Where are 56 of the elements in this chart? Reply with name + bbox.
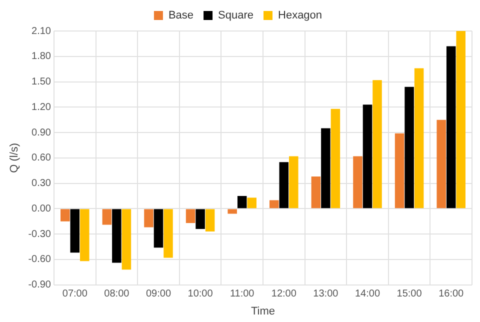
x-tick-label: 15:00	[396, 288, 422, 300]
bar	[196, 209, 205, 229]
y-tick-label: 2.10	[32, 26, 52, 37]
x-tick-label: 14:00	[354, 288, 380, 300]
bar	[330, 108, 340, 208]
bar	[362, 104, 372, 208]
legend-label: Hexagon	[278, 10, 322, 22]
bar	[70, 209, 80, 253]
y-tick-label: 1.80	[32, 51, 52, 62]
bar	[186, 209, 196, 224]
y-tick-label: 1.20	[32, 102, 52, 113]
bar	[122, 209, 132, 270]
x-tick-label: 12:00	[271, 288, 297, 300]
bar	[414, 68, 424, 208]
x-tick-label: 10:00	[188, 288, 214, 300]
y-tick-label: 0.90	[32, 127, 52, 138]
x-tick-label: 13:00	[313, 288, 339, 300]
bar	[164, 209, 173, 258]
bar	[279, 162, 289, 208]
bar	[154, 209, 164, 248]
bar	[404, 86, 414, 208]
bar	[237, 196, 247, 208]
x-tick-label: 07:00	[62, 288, 88, 300]
bar	[80, 209, 90, 262]
bar	[205, 209, 215, 232]
y-tick-label: 0.30	[32, 178, 52, 190]
bar	[456, 31, 466, 208]
legend-label: Square	[218, 10, 254, 22]
bar	[247, 198, 256, 208]
bar	[144, 209, 154, 228]
bar	[270, 200, 279, 208]
y-tick-label: 0.00	[32, 203, 52, 214]
bar	[353, 156, 362, 208]
y-tick-label: -0.30	[28, 228, 52, 240]
bar	[112, 209, 122, 263]
y-axis-title: Q (l/s)	[8, 142, 21, 173]
y-tick-label: -0.60	[28, 254, 52, 266]
x-tick-label: 11:00	[230, 288, 255, 300]
bar	[311, 176, 321, 208]
bar	[60, 209, 70, 222]
bar	[394, 133, 404, 208]
x-tick-label: 16:00	[438, 288, 464, 300]
bar	[436, 120, 446, 208]
bar	[321, 128, 330, 208]
bar	[372, 80, 382, 208]
legend-label: Base	[168, 10, 194, 22]
bar	[446, 46, 456, 208]
bar	[289, 156, 298, 208]
y-tick-label: -0.90	[28, 280, 52, 291]
y-tick-label: 0.60	[32, 152, 52, 164]
bar	[102, 209, 112, 225]
y-tick-label: 1.50	[32, 76, 52, 88]
x-axis-title: Time	[250, 305, 276, 318]
x-tick-label: 09:00	[146, 288, 172, 300]
bar	[228, 209, 237, 214]
x-tick-label: 08:00	[104, 288, 130, 300]
